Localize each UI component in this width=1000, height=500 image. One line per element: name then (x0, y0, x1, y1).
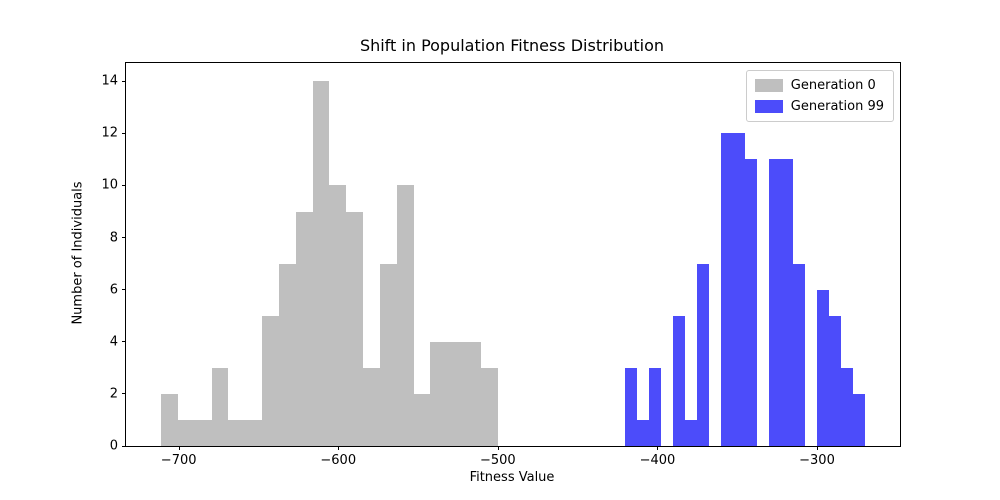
histogram-bar-generation-99 (769, 159, 782, 446)
histogram-bar-generation-0 (346, 211, 364, 446)
histogram-bar-generation-0 (312, 81, 330, 446)
y-tick-label: 6 (109, 282, 118, 298)
legend: Generation 0 Generation 99 (745, 70, 894, 122)
x-tick-mark (497, 446, 499, 450)
generation-0-swatch (754, 79, 783, 92)
histogram-bar-generation-99 (841, 367, 854, 446)
histogram-bar-generation-0 (161, 393, 178, 446)
histogram-bar-generation-0 (396, 185, 414, 446)
histogram-bar-generation-0 (430, 341, 448, 446)
y-tick-mark (122, 289, 126, 291)
histogram-bar-generation-0 (379, 263, 397, 446)
x-tick-label: −400 (639, 453, 676, 468)
histogram-bar-generation-0 (447, 341, 465, 446)
histogram-bar-generation-0 (363, 367, 380, 446)
histogram-bar-generation-99 (637, 419, 650, 446)
x-axis-label: Fitness Value (469, 470, 555, 485)
y-tick-mark (122, 132, 126, 134)
y-tick-mark (122, 237, 126, 239)
y-tick-mark (122, 393, 126, 395)
histogram-bar-generation-99 (817, 289, 830, 446)
histogram-bar-generation-0 (464, 341, 481, 446)
legend-label-generation-0: Generation 0 (790, 78, 876, 93)
histogram-bar-generation-99 (781, 159, 794, 446)
y-tick-label: 2 (109, 386, 118, 402)
y-tick-label: 0 (109, 438, 118, 454)
histogram-bar-generation-99 (697, 263, 710, 446)
histogram-bar-generation-0 (329, 185, 347, 446)
x-tick-label: −500 (479, 453, 516, 468)
plot-area: −700 −600 −500 −400 −300 0 2 4 6 8 10 12 14 Generat… (101, 62, 901, 468)
histogram-bar-generation-0 (262, 315, 279, 446)
histogram-bar-generation-0 (295, 211, 313, 446)
histogram-bar-generation-99 (649, 367, 662, 446)
bars-layer (126, 63, 900, 446)
histogram-bar-generation-99 (685, 419, 698, 446)
y-tick-label: 4 (109, 334, 118, 350)
legend-entry-generation-99: Generation 99 (754, 99, 884, 114)
histogram-bar-generation-99 (829, 315, 842, 446)
legend-label-generation-99: Generation 99 (790, 99, 884, 114)
y-tick-mark (122, 341, 126, 343)
generation-99-swatch (754, 100, 783, 113)
y-tick-label: 8 (109, 230, 118, 246)
histogram-bar-generation-0 (177, 419, 195, 446)
x-tick-mark (178, 446, 180, 450)
histogram-bar-generation-0 (413, 393, 431, 446)
histogram-bar-generation-0 (211, 367, 229, 446)
histogram-bar-generation-0 (194, 419, 212, 446)
histogram-bar-generation-99 (793, 263, 806, 446)
histogram-bar-generation-0 (245, 419, 263, 446)
x-tick-mark (338, 446, 340, 450)
x-tick-mark (817, 446, 818, 450)
x-tick-mark (657, 446, 659, 450)
histogram-bar-generation-99 (673, 315, 686, 446)
x-tick-label: −700 (160, 453, 197, 468)
y-tick-label: 12 (101, 125, 118, 141)
histogram-bar-generation-99 (721, 133, 734, 446)
histogram-bar-generation-0 (481, 367, 498, 446)
y-axis-label: Number of Individuals (70, 181, 86, 325)
x-tick-label: −600 (320, 453, 357, 468)
y-tick-mark (122, 80, 126, 82)
y-tick-label: 10 (101, 177, 118, 193)
y-tick-label: 14 (101, 73, 118, 89)
legend-entry-generation-0: Generation 0 (754, 78, 884, 93)
y-tick-mark (122, 445, 126, 447)
x-tick-label: −300 (799, 453, 835, 468)
y-tick-mark (122, 184, 126, 186)
histogram-bar-generation-99 (625, 367, 638, 446)
histogram-bar-generation-99 (853, 393, 866, 446)
histogram-bar-generation-99 (745, 159, 758, 446)
histogram-bar-generation-0 (278, 263, 296, 446)
histogram-bar-generation-0 (228, 419, 246, 446)
chart-title: Shift in Population Fitness Distribution (359, 36, 665, 55)
histogram-bar-generation-99 (733, 133, 746, 446)
